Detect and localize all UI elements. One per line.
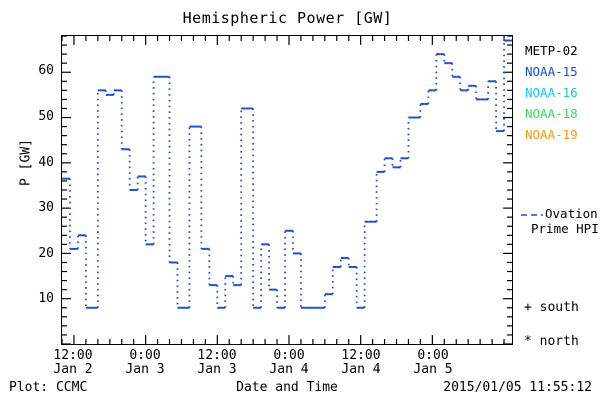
legend-marker-label: north (539, 334, 579, 349)
marker-glyph-asterisk-icon: * (524, 334, 532, 349)
legend-item-noaa-16: NOAA-16 (525, 85, 578, 100)
x-tick-time: 0:00 (129, 348, 161, 363)
plot-credit: Plot: CCMC (9, 380, 88, 395)
x-tick-date: Jan 3 (197, 362, 237, 377)
legend-item-noaa-18: NOAA-18 (525, 106, 578, 121)
x-tick-label: 0:00 Jan 4 (250, 349, 328, 377)
legend: Ovation Prime HPI METP-02 NOAA-15 NOAA-16 N… (521, 35, 600, 348)
x-tick-time: 12:00 (53, 348, 93, 363)
y-axis-tick-labels: 60 50 40 30 20 10 (22, 0, 54, 400)
y-tick-label: 10 (38, 291, 54, 307)
x-tick-label: 12:00 Jan 3 (178, 349, 256, 377)
legend-marker-label: south (539, 300, 579, 315)
x-tick-date: Jan 4 (269, 362, 309, 377)
dashed-line-icon (521, 208, 543, 222)
legend-item-metp-02: METP-02 (525, 43, 578, 58)
page-title: Hemispheric Power [GW] (182, 9, 393, 27)
footer: Plot: CCMC Date and Time 2015/01/05 11:5… (0, 380, 600, 400)
x-tick-time: 0:00 (417, 348, 449, 363)
x-tick-label: 0:00 Jan 5 (394, 349, 472, 377)
marker-glyph-plus-icon: + (524, 300, 532, 315)
x-axis-tick-labels: 12:00 Jan 2 0:00 Jan 3 12:00 Jan 3 0:00 Jan 4 12… (0, 349, 600, 381)
plot-area (61, 35, 513, 345)
x-tick-date: Jan 2 (53, 362, 93, 377)
legend-item-ovation-prime-hpi: Ovation Prime HPI (521, 207, 600, 236)
timestamp: 2015/01/05 11:55:12 (443, 380, 592, 395)
legend-ovation-label-line2: Prime HPI (531, 220, 599, 236)
x-tick-label: 12:00 Jan 4 (322, 349, 400, 377)
legend-marker-north: * north (524, 335, 579, 348)
legend-marker-south: + south (524, 301, 579, 314)
legend-ovation-label-line1: Ovation (545, 206, 598, 221)
y-tick-label: 60 (38, 63, 54, 79)
y-tick-label: 50 (38, 109, 54, 125)
x-tick-time: 12:00 (341, 348, 381, 363)
x-tick-time: 12:00 (197, 348, 237, 363)
y-tick-label: 30 (38, 200, 54, 216)
legend-item-noaa-15: NOAA-15 (525, 64, 578, 79)
legend-item-noaa-19: NOAA-19 (525, 127, 578, 142)
data-plot-svg (62, 36, 512, 344)
y-tick-label: 40 (38, 154, 54, 170)
x-tick-label: 0:00 Jan 3 (106, 349, 184, 377)
x-tick-date: Jan 5 (413, 362, 453, 377)
x-axis-label: Date and Time (236, 380, 338, 395)
x-tick-date: Jan 3 (125, 362, 165, 377)
x-tick-time: 0:00 (273, 348, 305, 363)
x-tick-date: Jan 4 (341, 362, 381, 377)
y-tick-label: 20 (38, 245, 54, 261)
x-tick-label: 12:00 Jan 2 (34, 349, 112, 377)
